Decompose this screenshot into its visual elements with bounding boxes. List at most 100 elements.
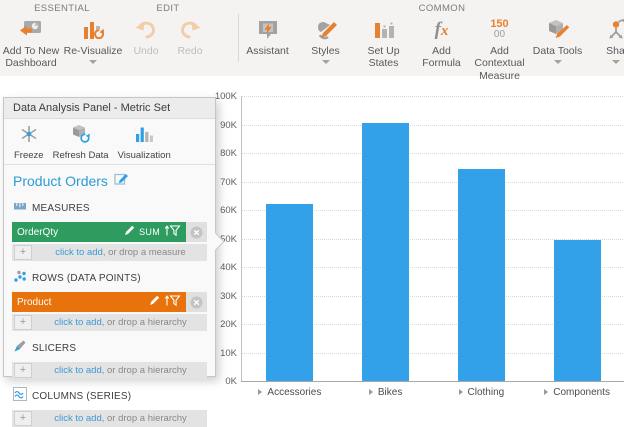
ribbon-set-up-states-button[interactable]: Set Up States [355,16,412,82]
visualization-button[interactable]: Visualization [118,124,171,161]
section-rows-header: ROWS (DATA POINTS) [4,265,215,290]
bar-bikes[interactable] [362,123,409,381]
x-axis-label-accessories[interactable]: Accessories [242,387,338,398]
metric-set-name: Product Orders [13,173,108,189]
ribbon-add-to-new-dashboard-button[interactable]: Add To New Dashboard [0,16,62,70]
plus-icon[interactable]: + [14,245,32,260]
expand-triangle-icon[interactable] [544,389,548,395]
section-columns-header: COLUMNS (SERIES) [4,383,215,408]
ribbon-sha-button[interactable]: Sha [587,16,624,82]
remove-orderqty-button[interactable] [186,222,207,242]
chip-pencil-icon[interactable] [149,295,160,309]
add-prompt-rest: , or drop a hierarchy [102,365,187,376]
x-axis-label-clothing[interactable]: Clothing [434,387,530,398]
section-slicers: SLICERS+ click to add, or drop a hierarch… [4,335,215,379]
edit-metric-set-icon[interactable] [114,171,129,191]
bar-clothing[interactable] [458,169,505,381]
rows-chip-row: Product [12,292,207,312]
plus-icon[interactable]: + [14,411,32,426]
expand-triangle-icon[interactable] [369,389,373,395]
panel-tool-label: Refresh Data [53,150,109,161]
category-label: Bikes [378,387,402,398]
bar-components[interactable] [554,240,601,381]
redo-icon [177,16,203,43]
re-visualize-icon [80,16,106,43]
section-label: COLUMNS (SERIES) [32,391,131,402]
styles-icon [313,16,339,43]
ribbon-item-label: Add Contextual Measure [471,45,528,82]
expand-triangle-icon[interactable] [258,389,262,395]
ribbon-item-label: Undo [133,45,158,57]
measures-add-row[interactable]: +click to add, or drop a measure [12,244,207,261]
x-axis-line [241,381,624,382]
panel-title: Data Analysis Panel - Metric Set [4,98,215,119]
gridline-100K [242,96,624,97]
add-prompt: click to add, or drop a hierarchy [34,413,207,424]
section-columns: COLUMNS (SERIES)+click to add, or drop a… [4,383,215,427]
ribbon-item-label: Data Tools [533,45,582,57]
gridline-80K [242,153,624,154]
ribbon-styles-button[interactable]: Styles [297,16,354,82]
visualization-icon [133,124,155,149]
ribbon-group-label: COMMON [239,3,624,14]
set-up-states-icon [371,16,397,43]
section-measures-header: MEASURES [4,195,215,220]
rows-chip-product[interactable]: Product [12,292,186,312]
slicers-click-to-add-link[interactable]: click to add [54,365,102,376]
slicers-add-row[interactable]: + click to add, or drop a hierarchy [12,362,207,379]
columns-click-to-add-link[interactable]: click to add [54,413,102,424]
sort-filter-icon[interactable] [164,225,181,240]
freeze-icon [19,124,39,149]
sort-filter-icon[interactable] [164,295,181,310]
plus-icon[interactable]: + [14,363,32,378]
panel-toolbar: Freeze Refresh Data Visualization [4,119,215,165]
ribbon-assistant-button[interactable]: Assistant [239,16,296,82]
aggregate-label: SUM [139,227,160,237]
styles-dropdown-caret[interactable] [322,60,330,64]
ribbon-redo-button[interactable]: Redo [168,16,212,57]
ribbon-group-label: ESSENTIAL [0,3,124,14]
category-label: Components [553,387,610,398]
ribbon-item-label: Add Formula [413,45,470,70]
measures-click-to-add-link[interactable]: click to add [55,247,103,258]
freeze-button[interactable]: Freeze [14,124,44,161]
ribbon-re-visualize-button[interactable]: Re-Visualize [62,16,124,70]
x-axis-label-components[interactable]: Components [529,387,624,398]
add-prompt: click to add, or drop a hierarchy [34,317,207,328]
bar-accessories[interactable] [266,204,313,381]
refresh-data-button[interactable]: Refresh Data [53,124,109,161]
refresh-data-icon [70,124,92,149]
ribbon-item-label: Sha [606,45,624,57]
ribbon-item-label: Styles [311,45,340,57]
ribbon-data-tools-button[interactable]: Data Tools [529,16,586,82]
chip-pencil-icon[interactable] [124,225,135,239]
ribbon-item-label: Set Up States [355,45,412,70]
columns-add-row[interactable]: +click to add, or drop a hierarchy [12,410,207,427]
x-axis-label-bikes[interactable]: Bikes [338,387,434,398]
remove-product-button[interactable] [186,292,207,312]
ribbon-undo-button[interactable]: Undo [124,16,168,57]
section-label: SLICERS [32,343,76,354]
add-to-new-dashboard-icon [18,16,44,43]
data-tools-dropdown-caret[interactable] [554,60,562,64]
plus-icon[interactable]: + [14,315,32,330]
sha-dropdown-caret[interactable] [612,60,620,64]
expand-triangle-icon[interactable] [459,389,463,395]
re-visualize-dropdown-caret[interactable] [89,60,97,64]
slicers-icon [13,339,27,358]
ribbon-item-label: Redo [177,45,202,57]
ribbon-item-label: Add To New Dashboard [0,45,62,70]
rows-add-row[interactable]: +click to add, or drop a hierarchy [12,314,207,331]
ribbon-item-label: Assistant [246,45,289,57]
rows-click-to-add-link[interactable]: click to add [54,317,102,328]
data-tools-icon [545,16,571,43]
